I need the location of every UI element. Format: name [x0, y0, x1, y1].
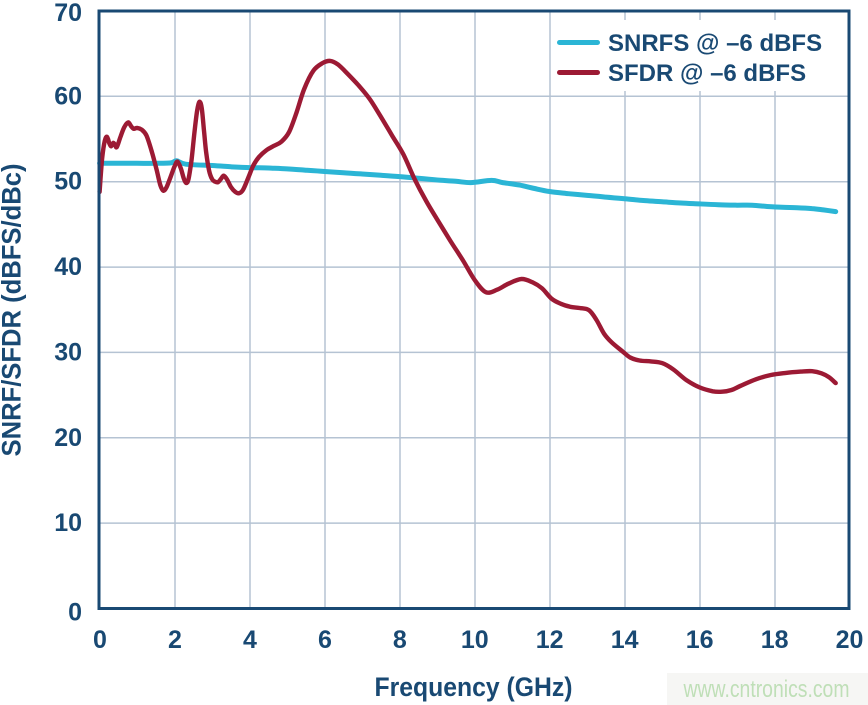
svg-text:10: 10 — [461, 626, 489, 654]
svg-text:0: 0 — [93, 626, 107, 654]
svg-text:SNRF/SFDR (dBFS/dBc): SNRF/SFDR (dBFS/dBc) — [0, 164, 27, 457]
svg-text:16: 16 — [686, 626, 714, 654]
svg-text:70: 70 — [54, 0, 82, 27]
svg-text:Frequency (GHz): Frequency (GHz) — [375, 672, 573, 702]
svg-text:2: 2 — [168, 626, 182, 654]
svg-text:4: 4 — [243, 626, 257, 654]
svg-text:0: 0 — [68, 599, 82, 627]
svg-text:12: 12 — [536, 626, 564, 654]
svg-text:8: 8 — [393, 626, 407, 654]
svg-text:40: 40 — [54, 253, 82, 281]
svg-text:6: 6 — [318, 626, 332, 654]
svg-text:20: 20 — [836, 626, 864, 654]
svg-text:10: 10 — [54, 509, 82, 537]
svg-text:60: 60 — [54, 82, 82, 110]
svg-text:14: 14 — [611, 626, 639, 654]
svg-text:SNRFS @ –6 dBFS: SNRFS @ –6 dBFS — [608, 30, 822, 57]
svg-text:30: 30 — [54, 338, 82, 366]
svg-text:20: 20 — [54, 424, 82, 452]
svg-text:18: 18 — [761, 626, 789, 654]
svg-text:50: 50 — [54, 168, 82, 196]
svg-text:SFDR @ –6 dBFS: SFDR @ –6 dBFS — [608, 60, 806, 87]
svg-text:www.cntronics.com: www.cntronics.com — [683, 676, 850, 703]
